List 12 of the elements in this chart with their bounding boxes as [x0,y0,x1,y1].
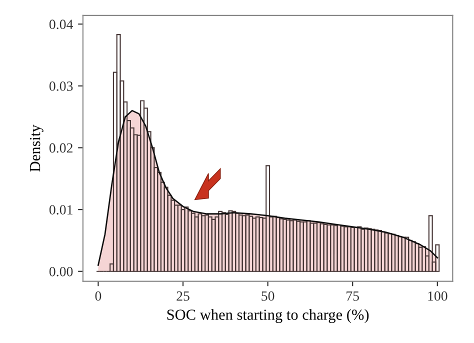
y-tick-label: 0.00 [49,266,73,276]
y-tick-label: 0.03 [49,81,73,91]
x-tick-label: 75 [346,292,360,301]
x-tick-label: 100 [428,291,448,301]
y-tick-label: 0.02 [49,143,72,153]
x-tick-label: 25 [176,291,190,301]
y-axis-title: Density [30,124,44,172]
y-tick-label: 0.04 [49,20,74,30]
x-tick-label: 50 [262,291,274,301]
x-axis-title: SOC when starting to charge (%) [167,309,369,324]
x-tick-label: 0 [95,291,102,301]
y-tick-label: 0.01 [49,205,72,215]
